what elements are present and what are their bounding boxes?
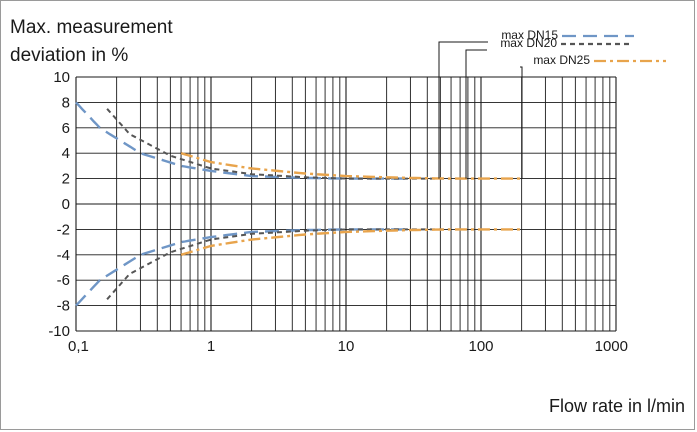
- legend-leader-3: [520, 66, 523, 179]
- y-tick-label: 10: [53, 69, 70, 86]
- y-tick-label: 6: [62, 120, 70, 137]
- y-tick-label: 2: [62, 171, 70, 188]
- y-tick-label: 4: [62, 145, 70, 162]
- y-axis-title-line1: Max. measurement: [10, 17, 173, 38]
- series-line-3-upper: [180, 152, 522, 180]
- x-tick-label: 10: [338, 338, 355, 355]
- y-tick-label: 8: [62, 94, 70, 111]
- x-tick-label: 100: [468, 338, 493, 355]
- legend-label-2: max DN20: [500, 36, 557, 50]
- legend-leader-2: [465, 49, 487, 179]
- x-axis-title: Flow rate in l/min: [548, 396, 685, 416]
- legend-label-3: max DN25: [533, 53, 590, 67]
- y-tick-label: -2: [57, 221, 70, 238]
- y-tick-label: -6: [57, 272, 70, 289]
- x-tick-label: 1: [207, 338, 215, 355]
- y-tick-label: -4: [57, 247, 70, 264]
- x-tick-label: 0,1: [68, 338, 89, 355]
- y-tick-label: 0: [62, 196, 70, 213]
- y-tick-label: -8: [57, 298, 70, 315]
- series-line-3-lower: [180, 228, 522, 256]
- y-axis-title: Max. measurement deviation in %: [10, 14, 173, 70]
- legend-label-1: max DN15: [501, 28, 558, 42]
- series-line-2-lower: [106, 228, 452, 300]
- x-tick-label: 1000: [595, 338, 628, 355]
- series-line-2-upper: [106, 108, 452, 180]
- y-tick-label: -10: [48, 323, 70, 340]
- legend-leader-1: [438, 41, 488, 179]
- y-axis-title-line2: deviation in %: [10, 45, 129, 66]
